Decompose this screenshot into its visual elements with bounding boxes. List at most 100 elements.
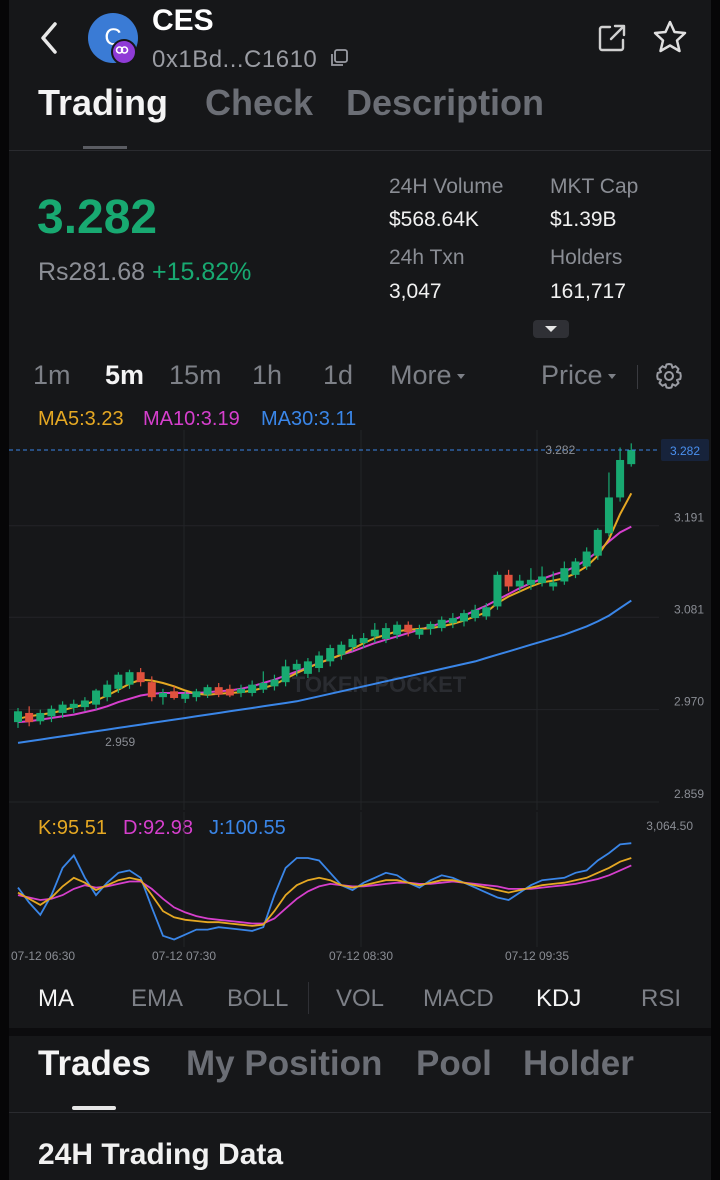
candle-body <box>237 688 245 693</box>
kdj-k-line <box>17 857 632 927</box>
candle-body <box>259 683 268 690</box>
candle-body <box>571 561 580 575</box>
token-name: CES <box>152 4 214 37</box>
price-selector-label: Price <box>541 360 603 390</box>
candle-body <box>582 551 591 567</box>
candles <box>14 443 636 728</box>
price-tick-label: 3.081 <box>674 602 704 616</box>
candle-body <box>337 644 346 655</box>
tab-check[interactable]: Check <box>205 82 314 123</box>
kdj-k-legend: K:95.51 <box>38 817 107 839</box>
fiat-price: Rs281.68 <box>38 258 146 286</box>
tab-trades[interactable]: Trades <box>38 1044 151 1083</box>
divider <box>9 1112 711 1113</box>
price-tick-label: 2.859 <box>674 787 704 801</box>
candle-body <box>303 661 312 674</box>
current-price-label: 3.282 <box>670 444 700 458</box>
candle-body <box>47 708 56 717</box>
gear-icon[interactable] <box>654 361 684 391</box>
candle-body <box>448 618 457 624</box>
kdj-lines <box>17 842 632 941</box>
chart-low-label: 2.959 <box>105 735 135 749</box>
tab-my-position[interactable]: My Position <box>186 1044 383 1083</box>
indicator-ema[interactable]: EMA <box>131 985 184 1012</box>
price-change: +15.82% <box>151 258 252 286</box>
kdj-axis-label: 3,064.50 <box>646 819 693 833</box>
timeframe-1d[interactable]: 1d <box>323 360 354 390</box>
candle-body <box>315 655 324 669</box>
candle-body <box>181 693 190 699</box>
candle-body <box>14 711 22 723</box>
candle-body <box>538 576 547 584</box>
candle-body <box>58 704 67 713</box>
stat-volume-value: $568.64K <box>389 208 479 231</box>
candle-body <box>214 687 223 695</box>
kdj-j-line <box>17 842 632 941</box>
chart-overlay: 3.191 3.081 2.970 2.859 3.282 3.282 2.959 <box>9 439 709 801</box>
ma5-legend: MA5:3.23 <box>38 408 124 430</box>
chain-badge-icon <box>111 39 137 65</box>
divider <box>637 365 638 389</box>
indicator-vol[interactable]: VOL <box>336 985 385 1012</box>
stat-txn-label: 24h Txn <box>389 246 465 269</box>
indicator-macd[interactable]: MACD <box>423 985 494 1012</box>
ma10-legend: MA10:3.19 <box>143 408 240 430</box>
candle-body <box>560 568 569 582</box>
indicator-ma[interactable]: MA <box>38 985 74 1012</box>
candle-body <box>437 619 446 629</box>
timeframe-15m[interactable]: 15m <box>169 360 222 390</box>
timeframe-5m[interactable]: 5m <box>105 360 145 390</box>
chevron-down-icon <box>607 374 616 380</box>
token-address: 0x1Bd...C1610 <box>152 46 318 73</box>
expand-stats-button[interactable] <box>533 320 569 338</box>
kdj-d-line <box>17 864 632 925</box>
section-divider <box>9 1028 711 1036</box>
candle-body <box>136 672 145 683</box>
timeframe-1m[interactable]: 1m <box>33 360 71 390</box>
tab-trading[interactable]: Trading <box>38 82 169 123</box>
star-icon[interactable] <box>651 18 689 56</box>
price-chart[interactable]: TOKEN POCKET 3.1913.0812.9702.8593.2823.… <box>9 430 711 820</box>
chart-high-label: 3.282 <box>545 443 575 457</box>
candle-body <box>326 648 335 662</box>
price-selector-dropdown[interactable]: Price <box>541 360 616 391</box>
tab-underline <box>72 1106 116 1110</box>
token-avatar: C <box>88 13 138 65</box>
tab-pool[interactable]: Pool <box>416 1044 492 1083</box>
back-arrow-icon[interactable] <box>35 18 63 58</box>
timeframe-1h[interactable]: 1h <box>252 360 283 390</box>
candle-body <box>482 607 491 617</box>
current-price-tag <box>661 439 709 461</box>
chart-watermark: TOKEN POCKET <box>292 672 467 697</box>
candle-body <box>36 712 45 722</box>
candle-body <box>147 682 156 698</box>
candle-body <box>616 459 625 498</box>
indicator-boll[interactable]: BOLL <box>227 985 289 1012</box>
candle-body <box>25 712 34 723</box>
stat-mktcap-label: MKT Cap <box>550 175 639 198</box>
candle-body <box>415 628 424 635</box>
section-title: 24H Trading Data <box>38 1138 284 1171</box>
candle-body <box>158 692 167 698</box>
divider <box>9 150 711 151</box>
candle-body <box>80 700 89 708</box>
chevron-down-icon <box>456 374 465 380</box>
more-timeframes-dropdown[interactable]: More <box>390 360 465 391</box>
candle-body <box>203 687 212 695</box>
tab-description[interactable]: Description <box>346 82 545 123</box>
share-icon[interactable] <box>595 21 629 55</box>
tab-holder[interactable]: Holder <box>523 1044 634 1083</box>
time-axis-label: 07-12 06:30 <box>11 949 75 963</box>
stat-txn-value: 3,047 <box>389 280 442 303</box>
chart-grid <box>9 430 659 810</box>
candle-body <box>248 684 257 693</box>
copy-icon[interactable] <box>329 48 349 68</box>
indicator-rsi[interactable]: RSI <box>641 985 682 1012</box>
candle-body <box>281 666 290 683</box>
stat-mktcap-value: $1.39B <box>550 208 617 231</box>
candle-body <box>393 624 402 635</box>
candle-body <box>593 529 602 556</box>
time-axis-label: 07-12 07:30 <box>152 949 216 963</box>
kdj-chart[interactable]: 3,064.50 07-12 06:30 07-12 07:30 07-12 08:3… <box>9 812 711 972</box>
indicator-kdj[interactable]: KDJ <box>536 985 582 1012</box>
